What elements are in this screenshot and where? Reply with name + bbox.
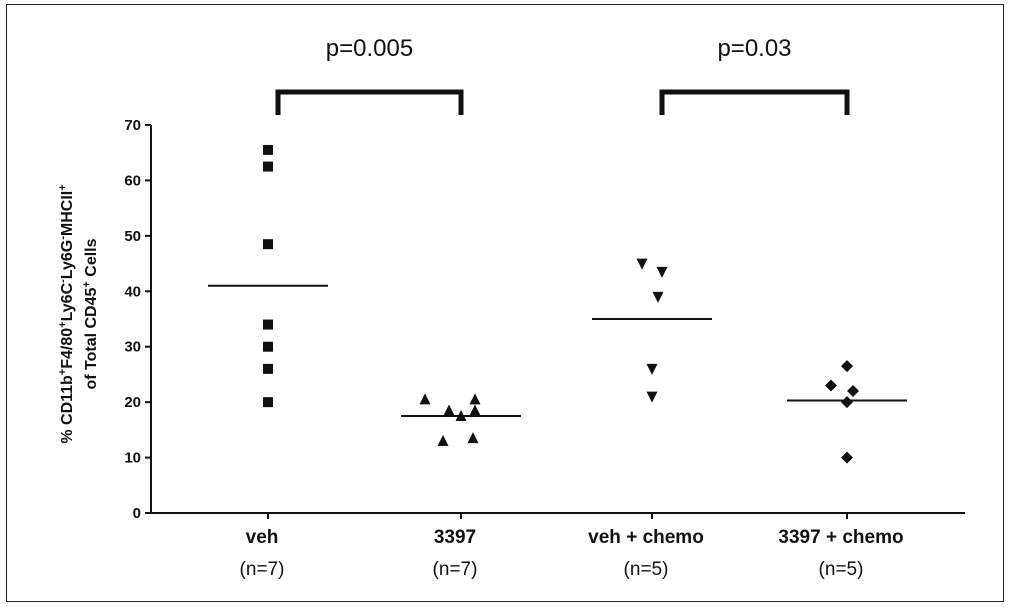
y-tick-label: 30	[124, 339, 141, 356]
y-tick-label: 10	[124, 450, 141, 467]
significance-bracket	[659, 89, 850, 115]
y-axis-title-line1: % CD11b+F4/80+Ly6C-Ly6G-MHCII+	[57, 184, 76, 443]
chart-frame	[6, 4, 1004, 602]
data-point-diamond	[847, 385, 859, 398]
data-point-square	[263, 363, 273, 374]
data-point-triangle-up	[467, 432, 479, 444]
data-point-triangle-up	[469, 393, 481, 405]
data-point-triangle-down	[636, 258, 648, 270]
data-point-square	[263, 397, 273, 408]
data-point-triangle-down	[656, 266, 668, 278]
x-category-label: veh + chemo	[588, 527, 704, 548]
data-point-triangle-up	[469, 404, 481, 416]
p-value-label: p=0.005	[326, 35, 413, 62]
y-tick-label: 40	[124, 283, 141, 300]
data-point-diamond	[825, 379, 837, 392]
data-point-triangle-down	[652, 291, 664, 303]
data-point-square	[263, 161, 273, 172]
y-tick-label: 70	[124, 117, 141, 134]
data-point-square	[263, 239, 273, 250]
x-group-count-label: (n=5)	[624, 559, 669, 580]
data-point-diamond	[841, 396, 853, 409]
significance-brackets: p=0.005 p=0.03	[275, 35, 850, 115]
y-axis-title: % CD11b+F4/80+Ly6C-Ly6G-MHCII+ of Total …	[57, 184, 100, 443]
data-point-diamond	[841, 451, 853, 464]
x-category-label: 3397	[434, 527, 476, 548]
y-tick-label: 60	[124, 172, 141, 189]
y-tick-label: 0	[133, 505, 141, 522]
x-group-count-label: (n=7)	[433, 559, 478, 580]
significance-bracket	[275, 89, 464, 115]
x-category-label: 3397 + chemo	[778, 527, 903, 548]
y-axis-title-line2: of Total CD45+ Cells	[81, 238, 100, 389]
data-point-square	[263, 319, 273, 330]
data-point-square	[263, 144, 273, 155]
data-marks	[208, 144, 907, 464]
data-point-square	[263, 341, 273, 352]
y-tick-label: 50	[124, 228, 141, 245]
data-point-triangle-down	[646, 391, 658, 403]
axes: 0 10 20 30 40 50 60 70 veh (n=7) 3397 (n=7) veh + ch…	[124, 117, 965, 580]
p-value-label: p=0.03	[717, 35, 791, 62]
x-group-count-label: (n=5)	[819, 559, 864, 580]
x-category-label: veh	[246, 527, 279, 548]
data-point-triangle-up	[455, 410, 467, 421]
y-tick-label: 20	[124, 394, 141, 411]
data-point-triangle-up	[437, 434, 449, 446]
x-group-count-label: (n=7)	[240, 559, 285, 580]
data-point-triangle-up	[443, 404, 455, 416]
data-point-triangle-up	[419, 393, 431, 405]
data-point-diamond	[841, 360, 853, 373]
data-point-triangle-down	[646, 363, 658, 375]
